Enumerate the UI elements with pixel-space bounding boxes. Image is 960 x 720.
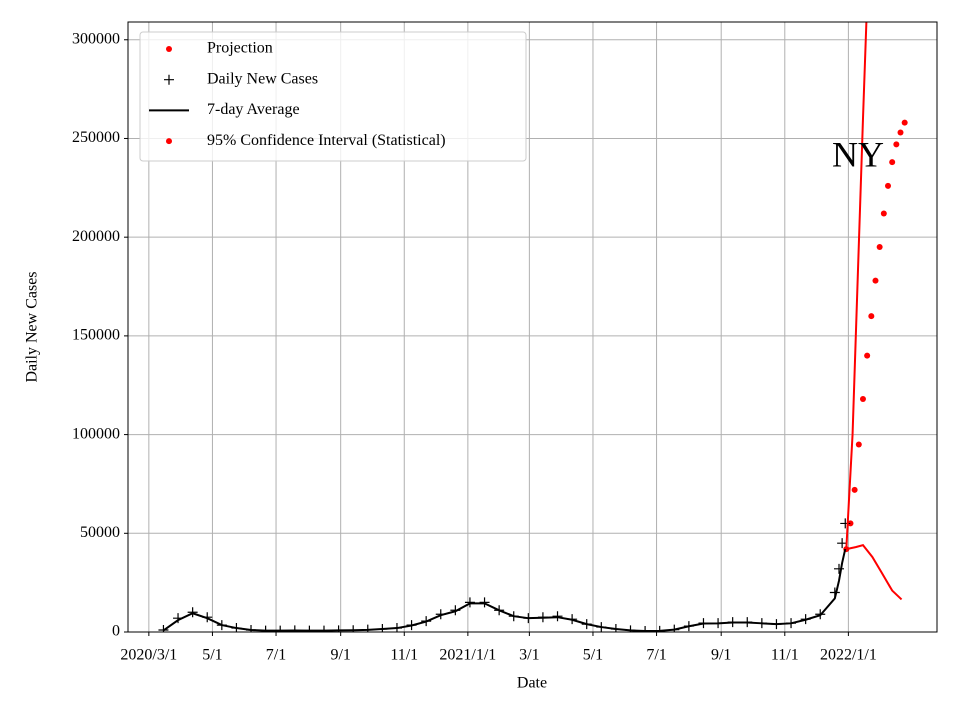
projection-point: [876, 244, 883, 251]
axes-frame: [127, 21, 938, 633]
series-line: [162, 548, 847, 632]
projection-point: [885, 182, 892, 189]
legend-label: Projection: [207, 40, 273, 57]
x-tick-label: 5/1: [583, 647, 603, 664]
x-tick-label: 7/1: [266, 647, 286, 664]
x-tick-label: 2022/1/1: [820, 647, 877, 664]
projection-point: [847, 520, 854, 527]
x-tick-label: 2021/1/1: [439, 647, 496, 664]
y-tick-label: 0: [112, 623, 120, 640]
y-tick-label: 100000: [72, 425, 120, 442]
legend-marker: [166, 46, 172, 52]
legend-label: 95% Confidence Interval (Statistical): [207, 132, 446, 149]
legend: Projection Daily New Cases 7-day Average 95…: [139, 31, 527, 162]
y-tick-label: 150000: [72, 327, 120, 344]
x-axis-label: Date: [517, 675, 547, 692]
projection-point: [868, 313, 875, 320]
x-tick-label: 3/1: [519, 647, 539, 664]
x-tick-label: 2020/3/1: [120, 647, 177, 664]
y-tick-label: 200000: [72, 228, 120, 245]
legend-marker: [164, 74, 174, 85]
y-tick-label: 300000: [72, 30, 120, 47]
annotation: NY: [832, 134, 884, 174]
x-tick-label: 9/1: [330, 647, 350, 664]
case-marker: [834, 563, 845, 574]
projection-point: [851, 486, 858, 493]
projection-point: [855, 441, 862, 448]
x-tick-label: 11/1: [771, 647, 799, 664]
projection-point: [897, 129, 904, 136]
x-tick-label: 9/1: [711, 647, 731, 664]
x-tick-label: 5/1: [202, 647, 222, 664]
case-marker: [837, 538, 848, 549]
y-axis-label: Daily New Cases: [24, 271, 41, 382]
projection-point: [864, 352, 871, 359]
projection-point: [880, 210, 887, 217]
legend-box: [139, 31, 527, 162]
y-tick-label: 50000: [80, 524, 120, 541]
projection-point: [893, 141, 900, 148]
x-tick-label: 7/1: [646, 647, 666, 664]
x-tick-label: 11/1: [390, 647, 418, 664]
series-line: [845, 22, 903, 601]
projection-point: [901, 119, 908, 126]
plot-area: [158, 22, 908, 632]
legend-marker: [166, 138, 172, 145]
legend-label: Daily New Cases: [207, 70, 318, 87]
projection-point: [872, 277, 879, 284]
legend-label: 7-day Average: [207, 101, 300, 118]
y-tick-label: 250000: [72, 129, 120, 146]
projection-point: [889, 159, 896, 166]
projection-point: [859, 396, 866, 403]
